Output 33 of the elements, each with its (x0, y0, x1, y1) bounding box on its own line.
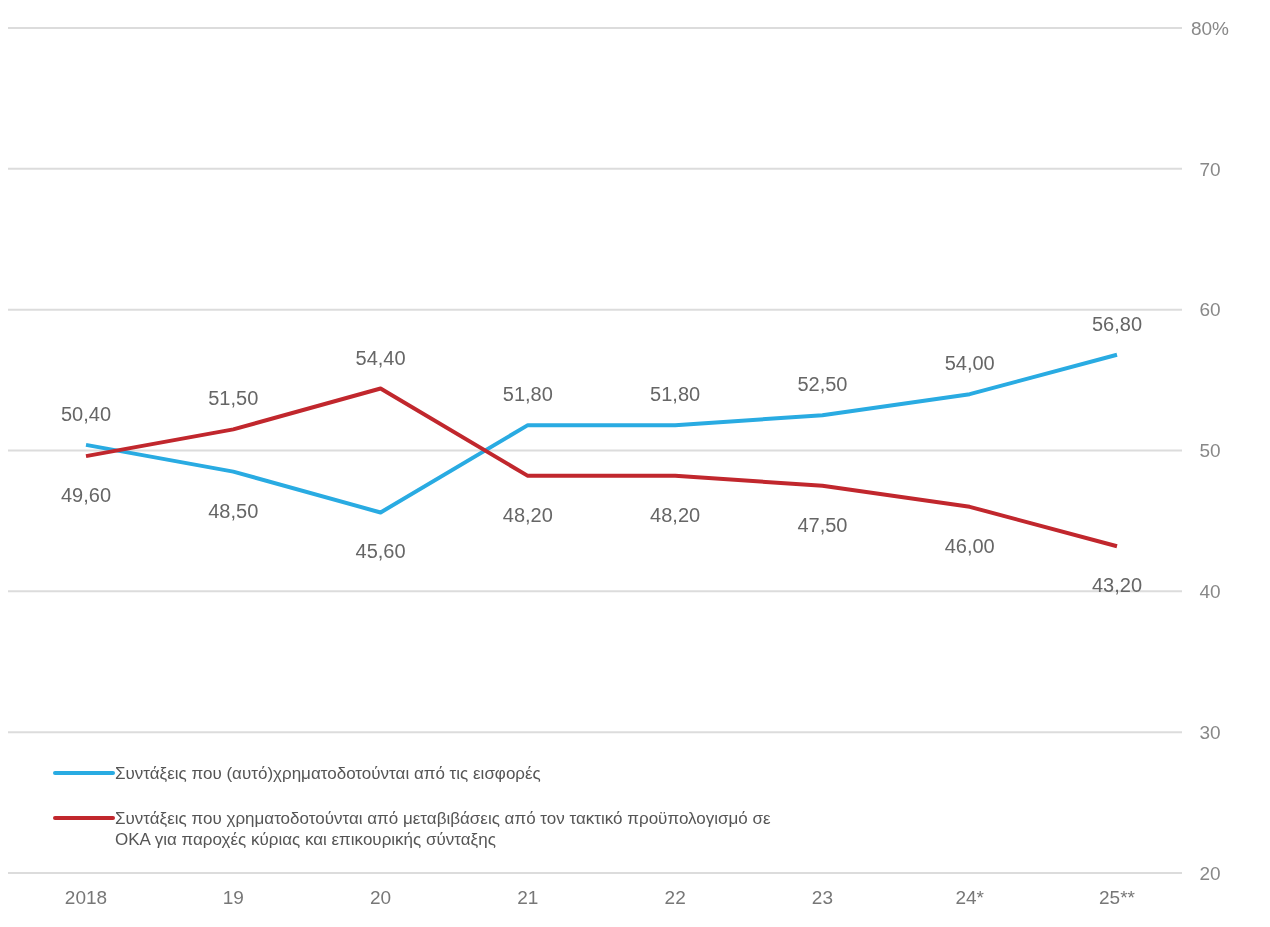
y-tick-label: 60 (1199, 299, 1221, 321)
data-label: 49,60 (60, 484, 112, 507)
x-tick-label: 24* (955, 887, 985, 909)
legend-label: Συντάξεις που χρηματοδοτούνται από μεταβιβάσεις από τον τακτικό προϋπολογισμό σε ΟΚΑ για παροχές κύριας και επικουρικής σύνταξης (115, 808, 772, 850)
data-label: 46,00 (944, 534, 995, 557)
y-tick-label: 80% (1190, 17, 1230, 39)
data-label: 54,40 (355, 346, 406, 369)
data-label: 51,50 (208, 387, 259, 410)
data-label: 47,50 (797, 513, 848, 536)
y-tick-label: 50 (1199, 440, 1221, 462)
x-tick-label: 22 (664, 887, 686, 909)
x-tick-label: 23 (811, 887, 833, 909)
data-label: 48,20 (650, 503, 701, 526)
legend-label: Συντάξεις που (αυτό)χρηματοδοτούνται από τις εισφορές (115, 763, 541, 784)
y-tick-label: 20 (1199, 862, 1221, 884)
y-tick-label: 70 (1199, 158, 1221, 180)
data-label: 54,00 (944, 352, 995, 375)
data-label: 48,50 (208, 499, 259, 522)
data-label: 51,80 (650, 383, 701, 406)
data-label: 52,50 (797, 373, 848, 396)
data-label: 48,20 (502, 503, 553, 526)
y-tick-label: 30 (1199, 721, 1221, 743)
x-tick-label: 21 (517, 887, 539, 909)
data-label: 45,60 (355, 540, 406, 563)
data-label: 56,80 (1091, 312, 1143, 335)
x-tick-label: 20 (370, 887, 392, 909)
data-label: 51,80 (502, 383, 553, 406)
data-label: 50,40 (60, 402, 112, 425)
y-tick-label: 40 (1199, 581, 1221, 603)
x-tick-label: 19 (222, 887, 244, 909)
x-tick-label: 25** (1099, 887, 1136, 909)
data-label: 43,20 (1091, 574, 1143, 597)
x-tick-label: 2018 (64, 887, 108, 909)
